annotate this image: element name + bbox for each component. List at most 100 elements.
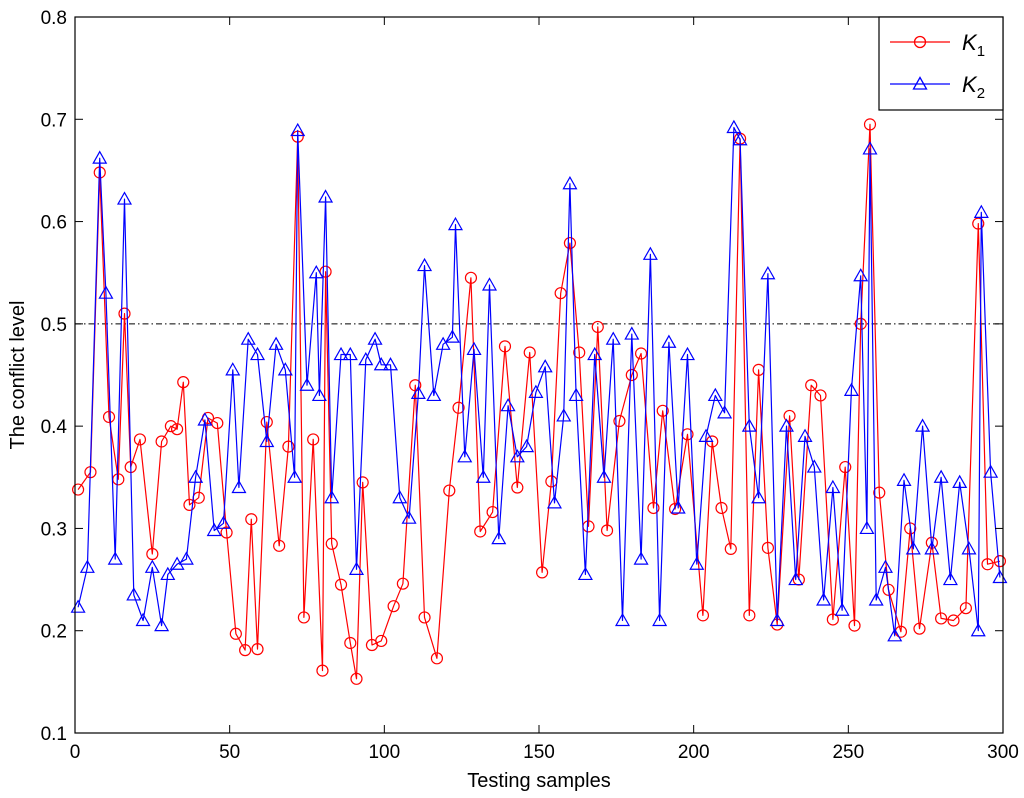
legend-k2-marker [912, 76, 928, 90]
k1-point [118, 307, 131, 320]
legend-k2-subscript: 2 [977, 85, 985, 102]
legend-k1-marker [913, 35, 927, 49]
k2-point [333, 346, 349, 361]
x-tick-label: 50 [219, 742, 240, 763]
k1-point [170, 423, 184, 436]
k2-point [178, 551, 194, 565]
k2-point [466, 341, 482, 356]
k1-point [334, 578, 348, 591]
k2-point [915, 418, 931, 432]
k1-point [523, 346, 536, 359]
k1-point [669, 502, 682, 516]
k1-point [724, 542, 737, 555]
x-tick-label: 100 [368, 742, 400, 763]
k2-point [741, 418, 757, 432]
series-k2 [70, 119, 1008, 642]
k1-point [297, 611, 311, 624]
y-tick-label: 0.2 [41, 622, 67, 643]
k1-point [344, 636, 357, 650]
k2-point [160, 566, 176, 581]
k2-point [887, 628, 903, 642]
k1-point [563, 236, 577, 250]
k2-point [491, 530, 507, 545]
k2-point [299, 377, 315, 391]
k1-point [511, 481, 524, 494]
ticks-group: 0 50 100 150 200 250 300 0.1 0.2 0.3 0.4 0.5 0.6 0.7 0… [41, 8, 1019, 763]
k2-point [197, 412, 213, 426]
k2-point [308, 264, 324, 279]
k2-point [568, 387, 584, 402]
k1-point [613, 414, 626, 428]
k1-point [418, 611, 431, 624]
k2-point [98, 285, 114, 299]
legend-box [878, 16, 1004, 111]
k2-point [342, 346, 358, 361]
k2-point [144, 559, 160, 573]
k2-point [732, 132, 748, 146]
k2-point [373, 357, 389, 371]
k1-point [229, 627, 242, 640]
k1-point [647, 501, 660, 515]
k2-point [834, 602, 850, 616]
k2-point [382, 357, 399, 371]
k2-point [546, 495, 562, 509]
k1-point [573, 346, 586, 359]
k2-point [206, 522, 222, 537]
k1-point [71, 483, 85, 496]
k2-point [259, 433, 275, 448]
k2-point [249, 346, 266, 361]
x-axis-label: Testing samples [467, 770, 610, 792]
k2-point [877, 559, 893, 573]
k2-point [225, 362, 241, 376]
k1-point [375, 634, 388, 648]
y-tick-label: 0.8 [41, 8, 67, 29]
k1-point [164, 420, 177, 433]
k2-point [670, 500, 686, 514]
k2-point [853, 268, 869, 282]
legend-k1-subscript: 1 [977, 43, 985, 60]
k2-point [825, 479, 841, 494]
k1-point [387, 600, 400, 613]
k1-point [591, 320, 604, 334]
k1-point [696, 609, 710, 622]
k1-point [464, 271, 478, 284]
k2-point [587, 346, 603, 361]
k2-point [642, 246, 658, 260]
y-tick-label: 0.5 [41, 315, 67, 336]
k1-point [245, 513, 258, 526]
k2-point [924, 541, 940, 555]
legend: K1 K2 [878, 16, 1004, 111]
k2-point [983, 464, 999, 478]
k2-point [277, 362, 293, 376]
k2-point [843, 382, 859, 396]
x-tick-label: 200 [678, 742, 710, 763]
k1-point [947, 614, 960, 627]
k2-point [92, 150, 108, 164]
k2-point [605, 331, 621, 345]
k2-point [435, 336, 451, 350]
k1-point [839, 460, 852, 474]
k1-point [625, 368, 638, 382]
y-tick-label: 0.7 [41, 110, 67, 131]
k2-point [231, 479, 247, 494]
k2-point [661, 334, 677, 348]
k2-point [862, 141, 878, 155]
k2-point [717, 405, 733, 419]
k2-point [500, 397, 516, 412]
k1-point [715, 501, 728, 515]
k2-point [769, 612, 785, 627]
k2-point [970, 622, 986, 637]
k1-point [863, 118, 877, 131]
k1-point [260, 415, 273, 429]
k1-point [396, 577, 409, 590]
k1-point [220, 526, 233, 539]
k2-point [447, 216, 464, 231]
k1-point [239, 644, 252, 657]
k2-point [154, 617, 170, 632]
k2-point [624, 326, 640, 340]
k1-point [443, 484, 456, 497]
k2-point [519, 438, 535, 453]
k1-point [183, 498, 196, 512]
k2-point [126, 587, 142, 601]
k2-point [614, 612, 631, 627]
